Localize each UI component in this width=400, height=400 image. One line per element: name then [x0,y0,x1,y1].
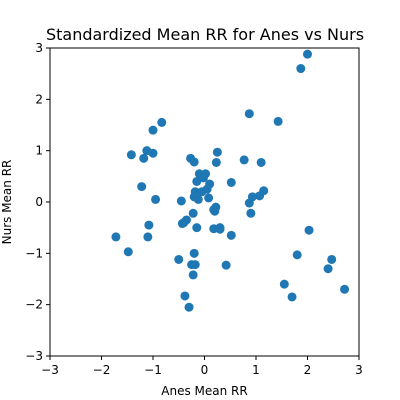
scatter-point [240,155,249,164]
scatter-point [257,158,266,167]
chart-title: Standardized Mean RR for Anes vs Nurs [46,25,364,44]
scatter-point [111,232,120,241]
scatter-point [204,193,213,202]
scatter-point [296,64,305,73]
scatter-point [149,126,158,135]
scatter-point [246,209,255,218]
scatter-point [222,261,231,270]
scatter-point [245,199,254,208]
scatter-point [305,226,314,235]
scatter-point [151,195,160,204]
scatter-point [192,177,201,186]
scatter-point [191,260,200,269]
x-tick-label: −1 [144,363,162,377]
scatter-point [189,209,198,218]
y-tick-label: 2 [35,92,43,106]
scatter-point [340,285,349,294]
scatter-point [212,158,221,167]
x-tick-label: 0 [201,363,209,377]
scatter-point [185,303,194,312]
scatter-point [186,154,195,163]
x-tick-label: −3 [41,363,59,377]
x-tick-label: 1 [252,363,260,377]
scatter-point [174,255,183,264]
scatter-point [139,154,148,163]
scatter-point [127,150,136,159]
y-tick-label: −3 [25,349,43,363]
scatter-point [157,118,166,127]
x-tick-label: 3 [355,363,363,377]
x-axis-label: Anes Mean RR [161,384,247,398]
scatter-point [143,232,152,241]
x-tick-label: −2 [93,363,111,377]
scatter-point [190,192,199,201]
scatter-point [280,280,289,289]
scatter-point [190,249,199,258]
scatter-point [180,291,189,300]
scatter-point [324,264,333,273]
y-tick-label: 0 [35,195,43,209]
y-tick-label: 3 [35,41,43,55]
scatter-point [211,203,220,212]
y-tick-label: −2 [25,298,43,312]
scatter-point [303,50,312,59]
scatter-point [177,196,186,205]
scatter-point [227,231,236,240]
scatter-point [288,292,297,301]
scatter-point [327,255,336,264]
scatter-point [179,218,188,227]
scatter-point [195,169,204,178]
scatter-point [142,146,151,155]
scatter-point [144,221,153,230]
scatter-point [274,117,283,126]
scatter-point [205,180,214,189]
scatter-point [245,109,254,118]
scatter-point [192,223,201,232]
scatter-point [189,270,198,279]
x-tick-label: 2 [304,363,312,377]
scatter-point [124,247,133,256]
y-axis-label: Nurs Mean RR [0,160,14,245]
scatter-point [213,148,222,157]
y-tick-label: −1 [25,246,43,260]
y-tick-label: 1 [35,144,43,158]
scatter-point [137,182,146,191]
scatter-point [293,250,302,259]
scatter-point [215,225,224,234]
scatter-point [227,178,236,187]
